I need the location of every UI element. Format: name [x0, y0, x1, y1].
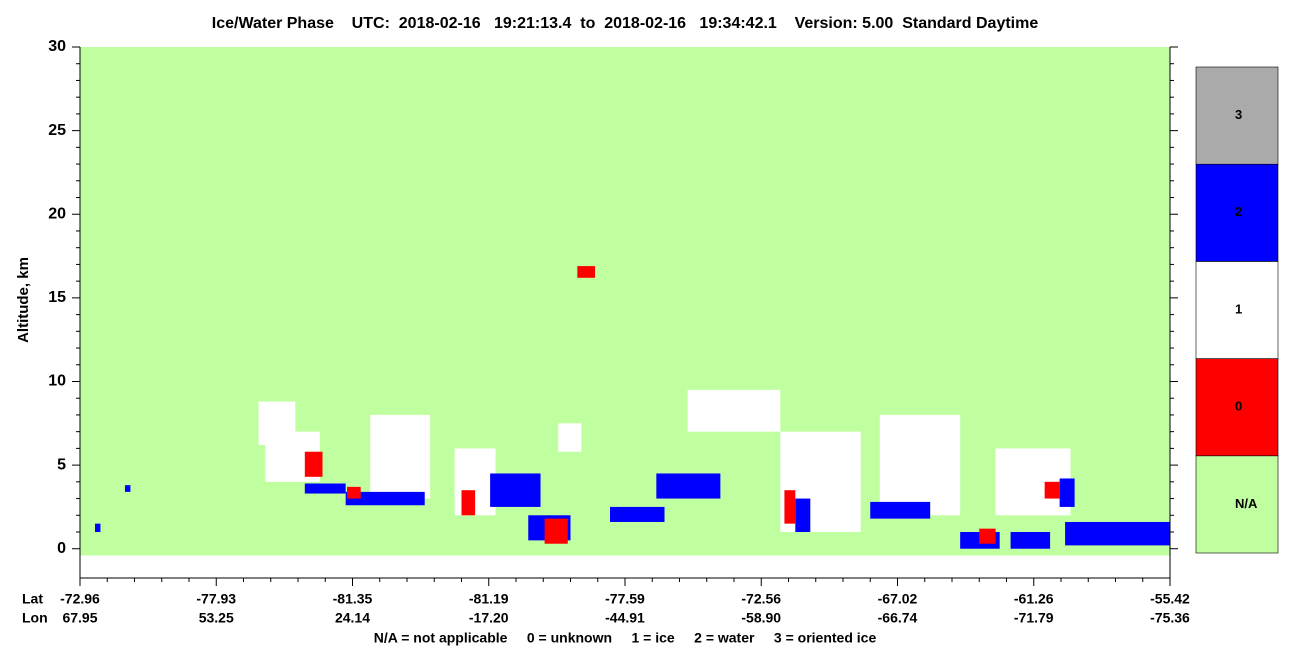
x-row-label: Lat	[22, 591, 43, 607]
lat-tick-label: -77.59	[605, 591, 645, 607]
phase-region	[1010, 532, 1051, 549]
phase-region	[490, 473, 541, 507]
lat-tick-label: -61.26	[1014, 591, 1054, 607]
phase-region	[304, 451, 323, 477]
footer-legend: N/A = not applicable 0 = unknown 1 = ice…	[374, 630, 877, 646]
chart-title: Ice/Water Phase UTC: 2018-02-16 19:21:13…	[212, 15, 1039, 32]
phase-region	[124, 485, 131, 492]
phase-region	[687, 389, 781, 432]
lon-tick-label: 67.95	[62, 610, 97, 626]
colorbar-swatch	[1195, 66, 1279, 165]
phase-region	[80, 47, 1170, 556]
lat-tick-label: -77.93	[196, 591, 236, 607]
lat-tick-label: -81.35	[333, 591, 373, 607]
colorbar-swatch	[1195, 455, 1279, 554]
y-tick-label: 15	[48, 289, 66, 306]
phase-region	[979, 528, 996, 544]
lon-tick-label: -71.79	[1014, 610, 1054, 626]
phase-region	[1044, 481, 1060, 499]
lat-tick-label: -72.96	[60, 591, 100, 607]
lon-tick-label: -58.90	[741, 610, 781, 626]
phase-region	[784, 490, 796, 524]
colorbar-label: 2	[1235, 204, 1242, 219]
phase-region	[1059, 478, 1075, 507]
phase-region	[347, 486, 361, 499]
lon-tick-label: 24.14	[335, 610, 370, 626]
lon-tick-label: -66.74	[878, 610, 918, 626]
y-tick-label: 25	[48, 122, 66, 139]
lon-tick-label: 53.25	[199, 610, 234, 626]
phase-region	[370, 414, 431, 499]
y-axis-label: Altitude, km	[15, 257, 32, 343]
phase-region	[656, 473, 721, 499]
x-row-label: Lon	[22, 610, 48, 626]
phase-region	[795, 498, 811, 533]
y-tick-label: 5	[57, 456, 66, 473]
colorbar-swatch	[1195, 163, 1279, 262]
colorbar-swatch	[1195, 261, 1279, 359]
lon-tick-label: -44.91	[605, 610, 645, 626]
lat-tick-label: -55.42	[1150, 591, 1190, 607]
y-tick-label: 30	[48, 38, 66, 55]
y-tick-label: 20	[48, 205, 66, 222]
phase-region	[879, 414, 961, 516]
phase-region	[558, 423, 582, 452]
phase-region	[870, 501, 931, 519]
lat-tick-label: -81.19	[469, 591, 509, 607]
phase-region	[345, 491, 425, 506]
lat-tick-label: -72.56	[741, 591, 781, 607]
phase-region	[610, 506, 665, 522]
phase-region	[1065, 521, 1170, 546]
colorbar-label: 0	[1235, 399, 1242, 414]
lon-tick-label: -75.36	[1150, 610, 1190, 626]
y-tick-label: 10	[48, 373, 66, 390]
lat-tick-label: -67.02	[878, 591, 918, 607]
colorbar-label: 3	[1235, 107, 1242, 122]
phase-region	[577, 266, 596, 278]
phase-region	[94, 523, 101, 533]
colorbar-label: 1	[1235, 301, 1242, 316]
lon-tick-label: -17.20	[469, 610, 509, 626]
phase-region	[461, 490, 476, 516]
phase-region	[544, 518, 568, 544]
y-tick-label: 0	[57, 540, 66, 557]
colorbar-label: N/A	[1235, 496, 1258, 511]
phase-region	[304, 483, 346, 494]
